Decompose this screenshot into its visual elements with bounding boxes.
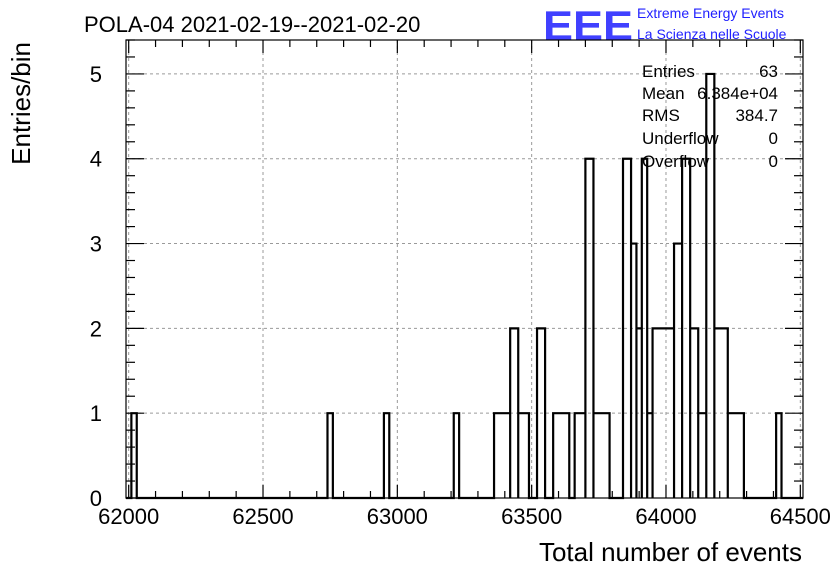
y-tick-label: 0 [90,486,102,511]
chart-title: POLA-04 2021-02-19--2021-02-20 [84,12,420,37]
eee-logo-line2: La Scienza nelle Scuole [637,26,787,42]
stats-label: Overflow [642,152,710,171]
x-tick-label: 62500 [232,504,293,529]
stats-value: 0 [769,129,778,148]
stats-row-overflow: Overflow 0 [642,152,778,171]
plot-frame [125,39,804,499]
stats-box: Entries 63 Mean 6.384e+04 RMS 384.7 Unde… [642,62,778,171]
y-tick-labels: 0 1 2 3 4 5 [90,62,102,511]
stats-label: Mean [642,84,685,103]
axis-ticks [126,39,803,499]
y-tick-label: 5 [90,62,102,87]
y-axis-label: Entries/bin [6,42,36,165]
stats-value: 63 [759,62,778,81]
eee-logo-mark: EEE [543,2,633,49]
y-tick-label: 1 [90,401,102,426]
stats-label: RMS [642,106,680,125]
stats-row-entries: Entries 63 [642,62,778,81]
y-tick-label: 2 [90,316,102,341]
stats-label: Entries [642,62,695,81]
eee-logo: EEE Extreme Energy Events La Scienza nel… [543,2,787,49]
eee-logo-line1: Extreme Energy Events [637,5,784,21]
stats-value: 384.7 [735,106,778,125]
y-tick-label: 4 [90,147,102,172]
stats-value: 6.384e+04 [697,84,778,103]
x-tick-label: 64000 [635,504,696,529]
y-tick-label: 3 [90,232,102,257]
stats-row-rms: RMS 384.7 [642,106,778,125]
x-tick-labels: 62000 62500 63000 63500 64000 64500 [98,504,831,529]
stats-row-underflow: Underflow 0 [642,129,778,148]
stats-row-mean: Mean 6.384e+04 [642,84,778,103]
x-tick-label: 63000 [367,504,428,529]
x-tick-label: 62000 [98,504,159,529]
x-axis-label: Total number of events [539,537,802,567]
x-tick-label: 63500 [501,504,562,529]
stats-value: 0 [769,152,778,171]
x-tick-label: 64500 [770,504,831,529]
stats-label: Underflow [642,129,719,148]
